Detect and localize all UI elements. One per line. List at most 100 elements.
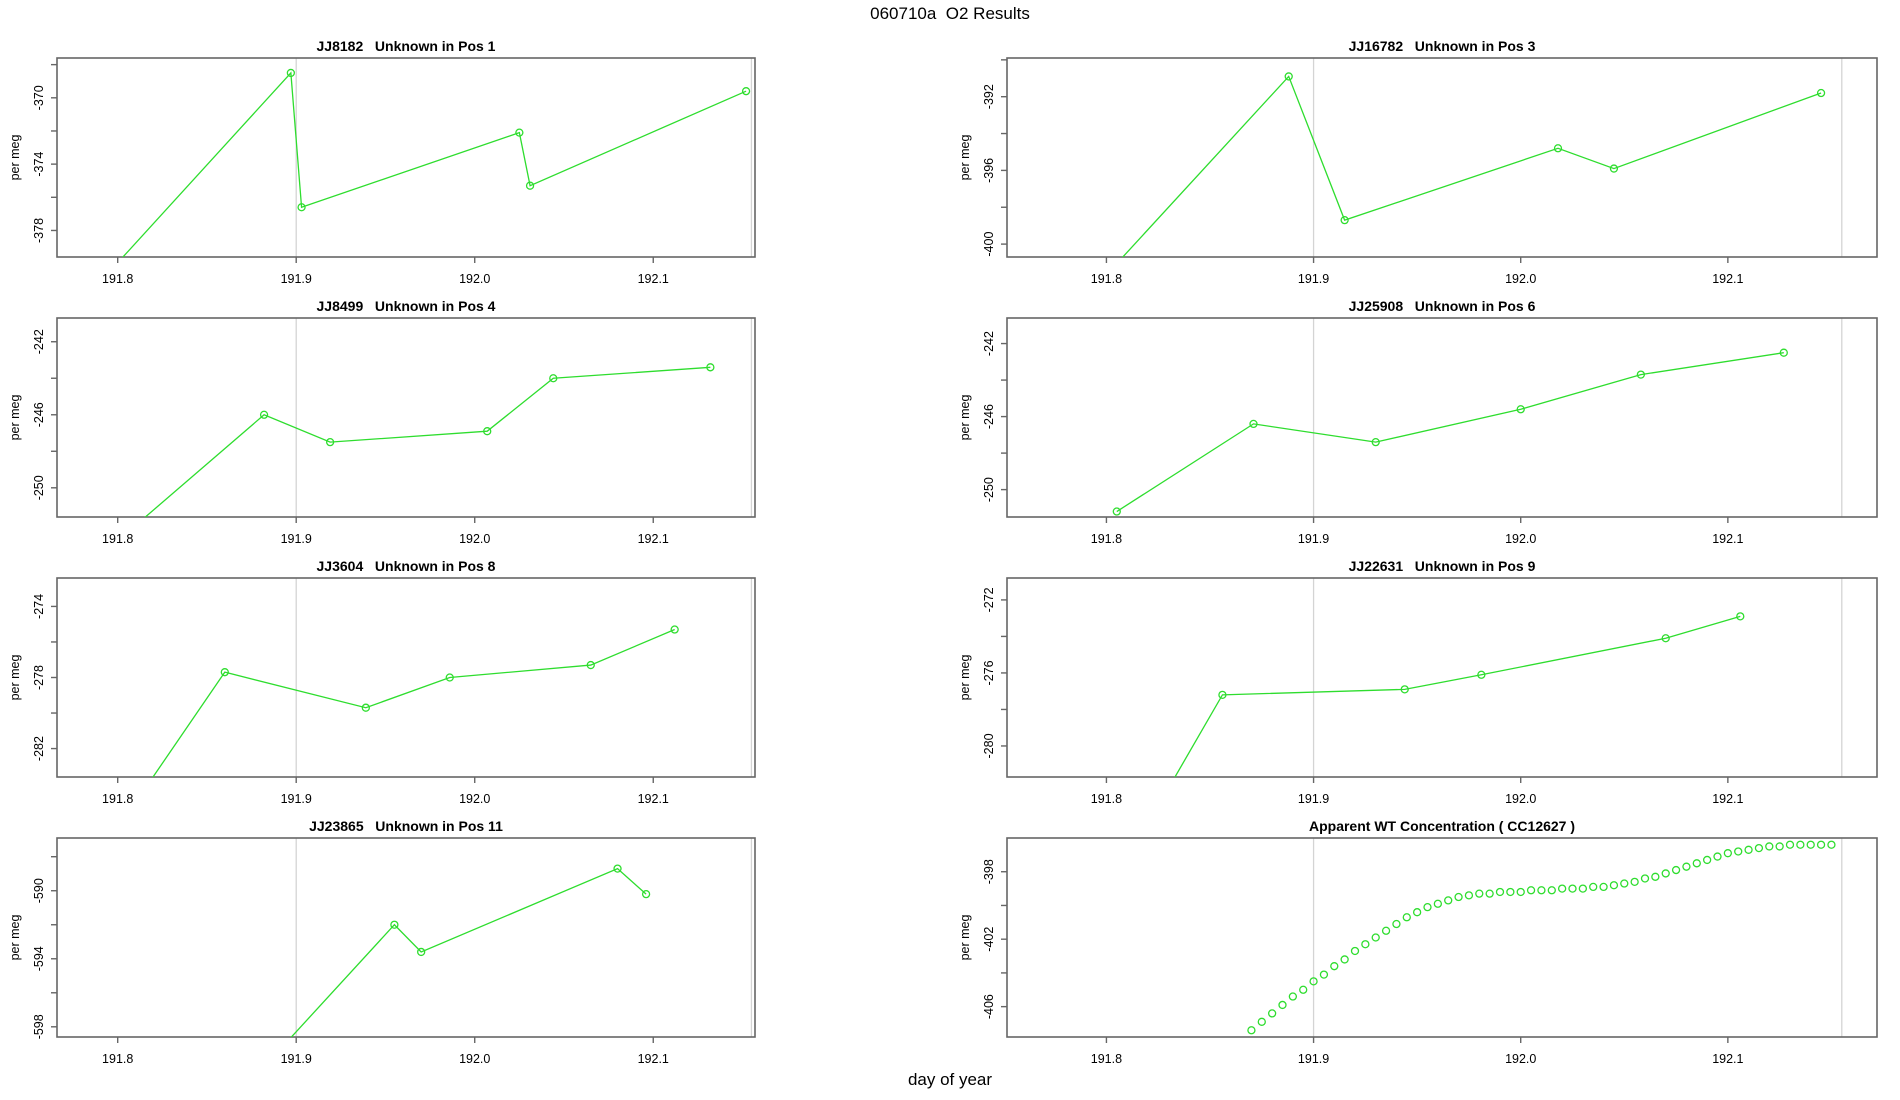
data-point-marker xyxy=(1765,842,1774,851)
data-point-marker xyxy=(1723,849,1733,858)
data-point-marker xyxy=(1433,899,1443,908)
subplot-title: Apparent WT Concentration ( CC12627 ) xyxy=(1309,818,1575,834)
y-tick-label: -402 xyxy=(982,927,996,952)
data-point-marker xyxy=(1682,862,1691,871)
data-point-marker xyxy=(1713,852,1722,861)
y-tick-label: -378 xyxy=(32,218,46,243)
subplot-jj23865-pos11: JJ23865 Unknown in Pos 11 191.8 191.9 192.0… xyxy=(0,810,950,1100)
x-tick-label: 192.0 xyxy=(459,1052,490,1066)
y-tick-label: -594 xyxy=(32,946,46,971)
plot-frame xyxy=(1006,577,1878,778)
chart-canvas-jj25908: JJ25908 Unknown in Pos 6 191.8 191.9 192.0 1… xyxy=(958,298,1878,546)
x-tick-label: 191.8 xyxy=(1091,1052,1122,1066)
chart-canvas-cc12627: Apparent WT Concentration ( CC12627 ) 191… xyxy=(958,818,1878,1066)
data-point-marker xyxy=(1744,845,1753,854)
data-series-jj25908 xyxy=(1112,348,1788,516)
data-point-marker xyxy=(1267,1009,1277,1018)
figure-title: 060710a O2 Results xyxy=(870,4,1030,23)
x-tick-label: 192.0 xyxy=(1505,272,1536,286)
data-point-marker xyxy=(1288,992,1298,1001)
plot-frame xyxy=(56,317,756,518)
data-point-marker xyxy=(297,203,306,212)
y-axis-title: per meg xyxy=(958,395,972,441)
subplot-title: JJ3604 Unknown in Pos 8 xyxy=(317,558,496,574)
data-point-marker xyxy=(1330,962,1339,971)
data-point-marker xyxy=(1249,419,1258,429)
y-tick-label: -374 xyxy=(32,152,46,177)
y-tick-label: -274 xyxy=(32,594,46,619)
data-point-marker xyxy=(1526,886,1536,895)
data-point-marker xyxy=(1775,842,1784,851)
x-tick-label: 192.1 xyxy=(1712,792,1743,806)
y-tick-label: -392 xyxy=(982,84,996,109)
y-tick-label: -242 xyxy=(32,329,46,354)
x-tick-label: 191.8 xyxy=(1091,532,1122,546)
series-line xyxy=(1121,75,1822,257)
data-point-marker xyxy=(1371,933,1380,942)
data-point-marker xyxy=(1779,348,1788,357)
plot-frame xyxy=(56,57,756,258)
subplot-title: JJ25908 Unknown in Pos 6 xyxy=(1349,298,1536,314)
x-tick-label: 191.9 xyxy=(1298,532,1329,546)
data-point-marker xyxy=(741,87,751,96)
x-tick-label: 192.0 xyxy=(1505,792,1536,806)
data-point-marker xyxy=(1736,612,1745,621)
data-point-marker xyxy=(1506,887,1515,897)
x-tick-label: 192.0 xyxy=(459,532,490,546)
y-tick-label: -370 xyxy=(32,85,46,110)
data-point-marker xyxy=(613,864,622,873)
data-point-marker xyxy=(1299,985,1308,994)
subplot-title: JJ8182 Unknown in Pos 1 xyxy=(317,38,496,54)
y-axis-title: per meg xyxy=(958,915,972,961)
data-point-marker xyxy=(1112,507,1121,516)
data-point-marker xyxy=(1661,869,1670,878)
data-point-marker xyxy=(1651,872,1660,881)
data-series-jj3604 xyxy=(152,625,679,777)
y-tick-label: -398 xyxy=(982,859,996,884)
y-tick-label: -598 xyxy=(32,1014,46,1039)
data-point-marker xyxy=(1589,882,1598,892)
y-tick-label: -246 xyxy=(982,404,996,429)
data-point-marker xyxy=(483,427,492,436)
chart-canvas-jj3604: JJ3604 Unknown in Pos 8 191.8 191.9 192.0 19… xyxy=(8,558,756,806)
data-point-marker xyxy=(706,363,715,372)
y-axis-title: per meg xyxy=(958,655,972,701)
data-point-marker xyxy=(1516,887,1525,897)
x-tick-label: 192.0 xyxy=(459,792,490,806)
subplot-title: JJ23865 Unknown in Pos 11 xyxy=(309,818,503,834)
x-tick-label: 191.8 xyxy=(102,532,133,546)
subplot-title: JJ16782 Unknown in Pos 3 xyxy=(1349,38,1536,54)
y-axis-title: per meg xyxy=(958,135,972,181)
data-point-marker xyxy=(1371,437,1380,447)
data-point-marker xyxy=(445,673,454,682)
data-point-marker xyxy=(549,374,558,383)
data-point-marker xyxy=(586,660,595,670)
data-point-marker xyxy=(1454,892,1463,902)
data-point-marker xyxy=(1464,891,1474,900)
x-tick-label: 191.9 xyxy=(1298,272,1329,286)
x-tick-label: 192.1 xyxy=(638,272,669,286)
x-tick-label: 191.9 xyxy=(281,532,312,546)
data-point-marker xyxy=(1477,670,1486,679)
data-point-marker xyxy=(1568,884,1577,893)
chart-canvas-jj23865: JJ23865 Unknown in Pos 11 191.8 191.9 192.0… xyxy=(8,818,756,1066)
subplot-jj8499-pos4: JJ8499 Unknown in Pos 4 191.8 191.9 192.0 19… xyxy=(0,290,950,580)
x-tick-label: 191.9 xyxy=(1298,792,1329,806)
data-point-marker xyxy=(1218,690,1227,699)
x-tick-label: 191.8 xyxy=(102,272,133,286)
data-point-marker xyxy=(1495,887,1505,897)
data-point-marker xyxy=(1485,889,1494,898)
x-tick-label: 192.1 xyxy=(1712,1052,1743,1066)
y-axis-title: per meg xyxy=(8,135,22,181)
series-line xyxy=(122,71,747,257)
y-tick-label: -282 xyxy=(32,736,46,761)
data-point-marker xyxy=(1630,877,1639,886)
data-point-marker xyxy=(1423,902,1432,912)
data-point-marker xyxy=(515,128,524,137)
x-tick-label: 192.1 xyxy=(638,792,669,806)
series-line xyxy=(152,628,675,777)
data-series-jj8182 xyxy=(122,68,751,257)
data-point-marker xyxy=(1319,970,1329,979)
x-tick-label: 191.8 xyxy=(1091,792,1122,806)
